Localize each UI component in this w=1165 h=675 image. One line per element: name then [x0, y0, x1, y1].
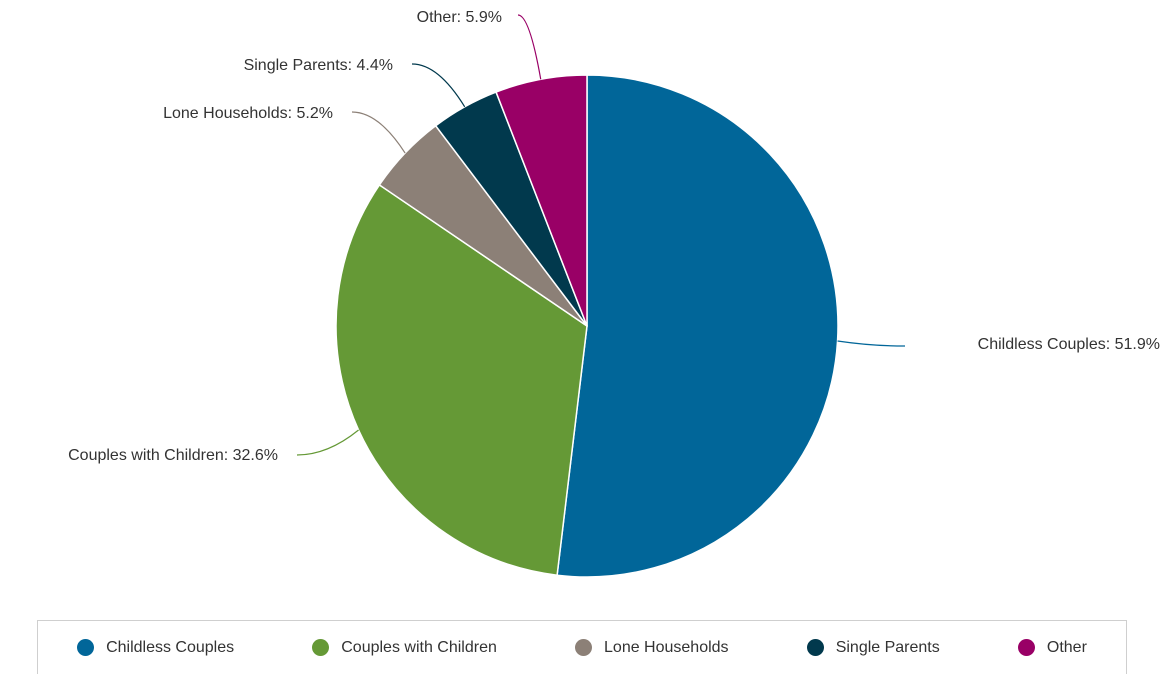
- data-label-other: Other: 5.9%: [417, 9, 502, 26]
- pie-slice-couples-with-children[interactable]: [335, 184, 588, 576]
- data-label-single-parents: Single Parents: 4.4%: [244, 57, 393, 74]
- legend-item-single-parents[interactable]: Single Parents: [806, 638, 940, 657]
- data-label-couples-with-children: Couples with Children: 32.6%: [68, 447, 278, 464]
- leader-line-single-parents: [411, 63, 466, 108]
- legend-item-lone-households[interactable]: Lone Households: [575, 639, 729, 657]
- legend-label: Lone Households: [604, 638, 729, 656]
- legend-item-childless-couples[interactable]: Childless Couples: [77, 639, 234, 657]
- data-label-childless-couples: Childless Couples: 51.9%: [978, 336, 1160, 353]
- legend-dot-icon: [1017, 639, 1035, 656]
- legend-dot-icon: [575, 639, 593, 656]
- legend-dot-icon: [312, 639, 330, 656]
- legend-item-couples-with-children[interactable]: Couples with Children: [312, 639, 497, 657]
- leader-line-other: [517, 14, 542, 80]
- legend-label: Childless Couples: [106, 638, 235, 656]
- leader-line-childless-couples: [837, 340, 906, 347]
- data-label-lone-households: Lone Households: 5.2%: [163, 105, 333, 122]
- chart-legend: Childless Couples Couples with Children …: [37, 620, 1127, 674]
- legend-item-other[interactable]: Other: [1017, 638, 1087, 657]
- legend-label: Other: [1046, 638, 1087, 656]
- legend-label: Couples with Children: [341, 638, 497, 656]
- legend-dot-icon: [806, 639, 824, 656]
- pie-chart: Childless Couples: 51.9% Couples with Chi…: [68, 9, 1160, 578]
- legend-dot-icon: [77, 639, 95, 656]
- legend-label: Single Parents: [835, 638, 940, 656]
- leader-line-couples-with-children: [296, 429, 359, 456]
- pie-slice-childless-couples[interactable]: [556, 74, 839, 578]
- leader-line-lone-households: [351, 111, 406, 154]
